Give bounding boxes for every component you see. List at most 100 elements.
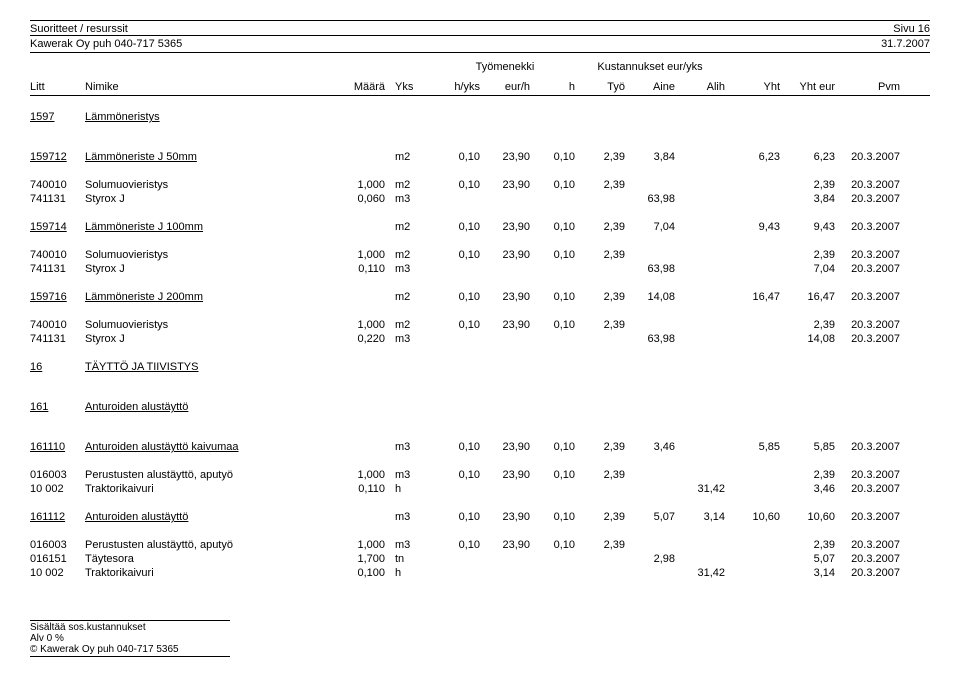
col-yht: Yht bbox=[725, 81, 780, 93]
cell-h: 0,10 bbox=[530, 179, 575, 191]
cell-hyks bbox=[435, 193, 480, 205]
cell-eurh bbox=[480, 553, 530, 565]
cell-alih bbox=[675, 193, 725, 205]
cell-maara: 1,000 bbox=[330, 469, 385, 481]
cell-tyo: 2,39 bbox=[575, 511, 625, 523]
cell-yks: m3 bbox=[385, 539, 435, 551]
cell-litt: 016003 bbox=[30, 469, 85, 481]
cell-aine bbox=[625, 539, 675, 551]
cell-eurh: 23,90 bbox=[480, 469, 530, 481]
cell-hyks: 0,10 bbox=[435, 469, 480, 481]
cell-yht bbox=[725, 263, 780, 275]
table-row: 016003 Perustusten alustäyttö, aputyö 1,… bbox=[30, 468, 930, 482]
cell-nimike: Styrox J bbox=[85, 193, 330, 205]
cell-eurh: 23,90 bbox=[480, 221, 530, 233]
cell-yht bbox=[725, 553, 780, 565]
cell-yht: 16,47 bbox=[725, 291, 780, 303]
cell-yht bbox=[725, 179, 780, 191]
cell-pvm: 20.3.2007 bbox=[835, 263, 900, 275]
cell-eurh bbox=[480, 567, 530, 579]
cell-pvm: 20.3.2007 bbox=[835, 221, 900, 233]
col-alih: Alih bbox=[675, 81, 725, 93]
cell-yks: m2 bbox=[385, 179, 435, 191]
cell-h: 0,10 bbox=[530, 151, 575, 163]
cell-eurh: 23,90 bbox=[480, 319, 530, 331]
cell-h: 0,10 bbox=[530, 511, 575, 523]
footer-l2: Alv 0 % bbox=[30, 633, 930, 644]
cell-eurh bbox=[480, 483, 530, 495]
cell-maara: 0,100 bbox=[330, 567, 385, 579]
cell-yht: 10,60 bbox=[725, 511, 780, 523]
cell-alih bbox=[675, 263, 725, 275]
cell-maara bbox=[330, 511, 385, 523]
cell-yks: m2 bbox=[385, 249, 435, 261]
cell-h: 0,10 bbox=[530, 221, 575, 233]
cell-tyo: 2,39 bbox=[575, 249, 625, 261]
cell-aine bbox=[625, 567, 675, 579]
cell-tyo: 2,39 bbox=[575, 469, 625, 481]
table-row: 159716 Lämmöneriste J 200mm m2 0,10 23,9… bbox=[30, 290, 930, 304]
cell-aine: 63,98 bbox=[625, 263, 675, 275]
cell-yht bbox=[725, 483, 780, 495]
cell-yks: m3 bbox=[385, 263, 435, 275]
cell-nimike: Traktorikaivuri bbox=[85, 483, 330, 495]
cell-alih bbox=[675, 319, 725, 331]
table-row: 159714 Lämmöneriste J 100mm m2 0,10 23,9… bbox=[30, 220, 930, 234]
cell-maara: 1,000 bbox=[330, 249, 385, 261]
cell-maara bbox=[330, 221, 385, 233]
cell-hyks: 0,10 bbox=[435, 151, 480, 163]
cell-yhteur: 5,85 bbox=[780, 441, 835, 453]
cell-hyks bbox=[435, 567, 480, 579]
cell-litt: 159716 bbox=[30, 291, 85, 303]
cell-yhteur: 7,04 bbox=[780, 263, 835, 275]
cell-tyo: 2,39 bbox=[575, 291, 625, 303]
cell-maara: 0,110 bbox=[330, 263, 385, 275]
cell-h bbox=[530, 483, 575, 495]
cell-nimike: Styrox J bbox=[85, 333, 330, 345]
cell-tyo: 2,39 bbox=[575, 151, 625, 163]
cell-pvm: 20.3.2007 bbox=[835, 333, 900, 345]
header-right-2: 31.7.2007 bbox=[881, 38, 930, 50]
cell-tyo bbox=[575, 193, 625, 205]
cell-litt: 740010 bbox=[30, 319, 85, 331]
cell-litt: 161110 bbox=[30, 441, 85, 453]
table-body: 1597 Lämmöneristys 159712 Lämmöneriste J… bbox=[30, 96, 930, 580]
cell-h bbox=[530, 263, 575, 275]
cell-nimike: Traktorikaivuri bbox=[85, 567, 330, 579]
footer-l1: Sisältää sos.kustannukset bbox=[30, 620, 230, 633]
cell-hyks: 0,10 bbox=[435, 179, 480, 191]
cell-tyo: 2,39 bbox=[575, 441, 625, 453]
header-right-1: Sivu 16 bbox=[893, 23, 930, 35]
col-h: h bbox=[530, 81, 575, 93]
cell-pvm: 20.3.2007 bbox=[835, 553, 900, 565]
tyomenekki-label: Työmenekki bbox=[435, 61, 575, 73]
cell-nimike: Solumuovieristys bbox=[85, 249, 330, 261]
cell-hyks bbox=[435, 483, 480, 495]
cell-nimike: Styrox J bbox=[85, 263, 330, 275]
cell-yhteur: 6,23 bbox=[780, 151, 835, 163]
cell-tyo bbox=[575, 483, 625, 495]
header-left-1: Suoritteet / resurssit bbox=[30, 23, 128, 35]
cell-nimike: Lämmöneriste J 50mm bbox=[85, 151, 330, 163]
cell-yhteur: 3,84 bbox=[780, 193, 835, 205]
table-row: 10 002 Traktorikaivuri 0,100 h 31,42 3,1… bbox=[30, 566, 930, 580]
cell-yhteur: 2,39 bbox=[780, 539, 835, 551]
cell-yhteur: 14,08 bbox=[780, 333, 835, 345]
cell-alih bbox=[675, 221, 725, 233]
cell-yht bbox=[725, 193, 780, 205]
cell-aine: 63,98 bbox=[625, 193, 675, 205]
cell-hyks: 0,10 bbox=[435, 249, 480, 261]
col-aine: Aine bbox=[625, 81, 675, 93]
cell-maara: 0,060 bbox=[330, 193, 385, 205]
cell-litt: 740010 bbox=[30, 179, 85, 191]
cell-alih bbox=[675, 333, 725, 345]
table-row: 159712 Lämmöneriste J 50mm m2 0,10 23,90… bbox=[30, 150, 930, 164]
cell-nimike: Perustusten alustäyttö, aputyö bbox=[85, 539, 330, 551]
cell-pvm: 20.3.2007 bbox=[835, 249, 900, 261]
cell-h: 0,10 bbox=[530, 441, 575, 453]
cell-hyks: 0,10 bbox=[435, 291, 480, 303]
cell-yht bbox=[725, 249, 780, 261]
doc-header-line1: Suoritteet / resurssit Sivu 16 bbox=[30, 20, 930, 35]
cell-aine: 5,07 bbox=[625, 511, 675, 523]
cell-maara: 0,220 bbox=[330, 333, 385, 345]
